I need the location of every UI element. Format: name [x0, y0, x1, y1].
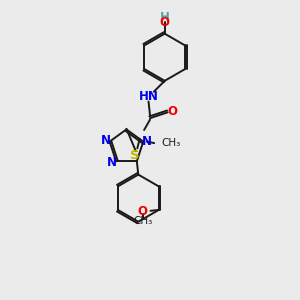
Text: HN: HN: [139, 91, 158, 103]
Text: N: N: [100, 134, 110, 147]
Text: N: N: [142, 135, 152, 148]
Text: S: S: [130, 149, 139, 162]
Text: O: O: [138, 205, 148, 218]
Text: CH₃: CH₃: [161, 138, 180, 148]
Text: N: N: [107, 156, 117, 169]
Text: CH₃: CH₃: [133, 216, 152, 226]
Text: H: H: [160, 11, 170, 24]
Text: O: O: [168, 105, 178, 118]
Text: O: O: [160, 16, 170, 29]
